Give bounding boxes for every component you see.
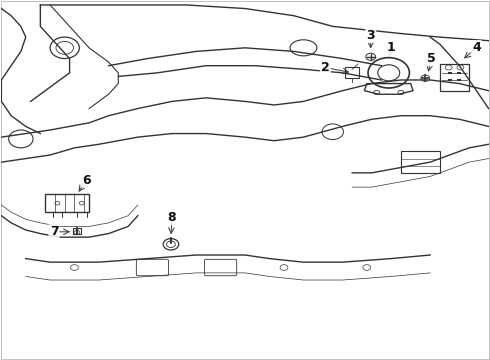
Text: 2: 2 [321, 61, 330, 74]
Text: 3: 3 [367, 29, 375, 42]
Text: 5: 5 [427, 52, 436, 65]
Text: 8: 8 [168, 211, 176, 224]
Text: 7: 7 [49, 225, 58, 238]
Text: 4: 4 [472, 41, 481, 54]
Text: 6: 6 [82, 174, 91, 186]
Text: 1: 1 [387, 41, 395, 54]
